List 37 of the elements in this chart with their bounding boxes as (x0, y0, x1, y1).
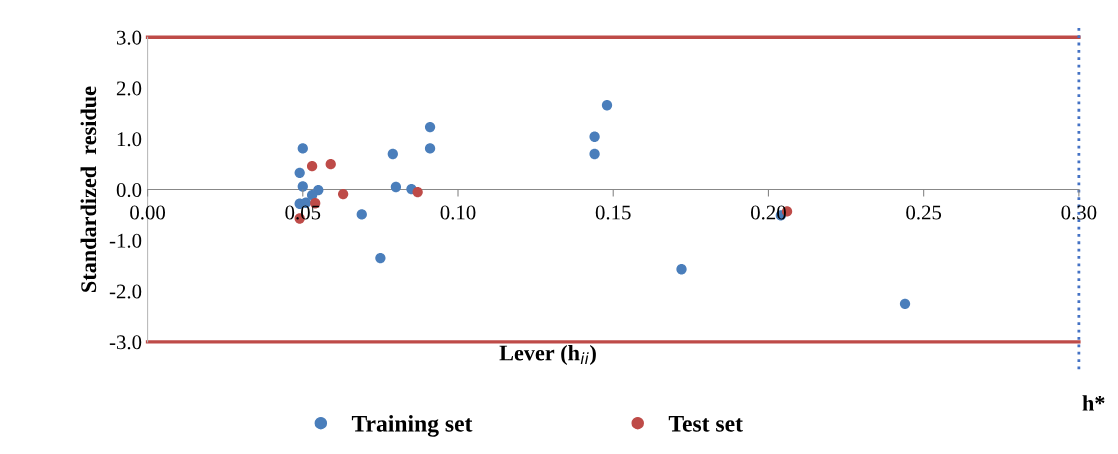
x-axis-title: Lever (h$_{ii}$) (499, 344, 596, 366)
legend-label: Training set (351, 415, 473, 437)
point (375, 252, 386, 264)
x-tick-label: 0.10 (440, 205, 476, 220)
point (424, 121, 436, 133)
x-tick-label: 0.25 (906, 205, 942, 220)
point (387, 148, 398, 160)
point (338, 188, 349, 200)
y-tick-label: 2.0 (116, 81, 142, 96)
point (306, 161, 318, 172)
x-tick-label: 0.00 (130, 205, 166, 220)
ref-line-label: h* (1082, 395, 1105, 411)
y-axis-title: Standardized residue (80, 86, 97, 292)
point (424, 143, 436, 154)
y-tick-label: -3.0 (109, 335, 142, 350)
point (412, 186, 423, 198)
y-tick-label: 1.0 (117, 132, 142, 147)
y-tick-label: -2.0 (109, 284, 142, 299)
y-tick-label: 0.0 (116, 182, 142, 198)
point (390, 181, 402, 193)
point (899, 298, 911, 309)
point (325, 159, 336, 170)
point (589, 131, 600, 142)
point (676, 264, 687, 275)
point (589, 148, 600, 160)
x-tick-label: 0.30 (1061, 205, 1097, 220)
point (601, 100, 613, 111)
y-tick-label: 3.0 (116, 30, 142, 45)
x-tick-label: 0.15 (595, 205, 631, 220)
y-tick-label: -1.0 (109, 233, 142, 248)
x-tick-label: 0.05 (285, 205, 321, 220)
point (297, 181, 308, 192)
point (306, 189, 318, 201)
legend-label: Test set (668, 415, 743, 432)
point (294, 167, 305, 178)
point (356, 209, 367, 220)
point (297, 143, 308, 154)
